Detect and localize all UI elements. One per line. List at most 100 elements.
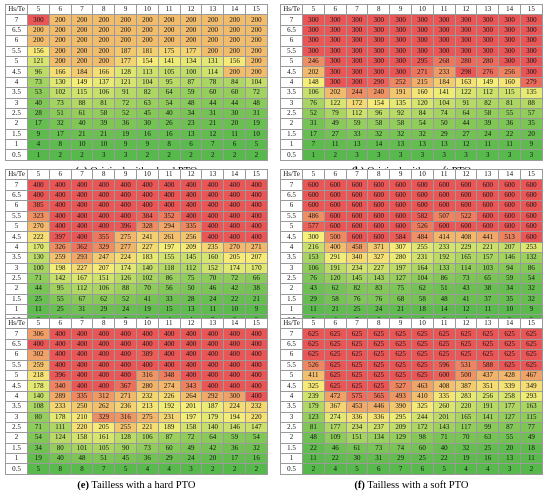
power-cell: 46 [201, 283, 225, 295]
power-cell: 10 [244, 128, 268, 141]
power-cell: 11 [27, 304, 50, 316]
period-header: 15 [519, 317, 543, 330]
power-cell: 175 [157, 45, 181, 57]
power-cell: 24 [367, 304, 391, 316]
power-cell: 157 [476, 252, 500, 264]
power-cell: 71 [27, 421, 50, 434]
power-cell: 49 [519, 432, 543, 444]
power-cell: 300 [519, 14, 543, 26]
power-cell: 240 [367, 87, 391, 99]
table-row: 6 302 400 400 400 400 389 400 400 400 400 400 [5, 349, 268, 361]
power-cell: 114 [201, 66, 225, 78]
power-cell: 600 [410, 179, 434, 191]
power-cell: 45 [135, 107, 159, 120]
power-cell: 410 [410, 390, 434, 403]
power-cell: 108 [27, 401, 50, 413]
period-header: 15 [244, 317, 268, 330]
power-cell: 400 [114, 338, 137, 351]
power-cell: 625 [432, 328, 456, 340]
power-cell: 133 [432, 262, 456, 274]
height-header: 2.5 [5, 107, 28, 120]
power-cell: 31 [70, 304, 94, 316]
power-cell: 177 [498, 401, 521, 413]
power-cell: 11 [302, 304, 325, 316]
power-cell: 147 [244, 421, 268, 434]
power-cell: 178 [48, 411, 72, 423]
power-cell: 400 [48, 200, 72, 212]
power-cell: 24 [179, 453, 203, 465]
power-cell: 400 [48, 189, 72, 202]
power-cell: 625 [476, 349, 500, 361]
panel-caption: (e) Tailless with a hard PTO [5, 480, 268, 491]
power-cell: 30 [135, 118, 159, 130]
table-row: 6.5 300 300 300 300 300 300 300 300 300 300 300 [280, 24, 543, 37]
power-cell: 300 [432, 14, 456, 26]
power-cell: 143 [367, 272, 391, 285]
power-cell: 46 [323, 442, 347, 455]
power-cell: 3 [345, 149, 369, 161]
power-cell: 625 [410, 359, 434, 371]
power-cell: 2 [201, 149, 225, 161]
height-header: 6.5 [5, 338, 28, 351]
power-cell: 600 [323, 220, 347, 233]
power-cell: 200 [244, 24, 268, 37]
power-cell: 32 [367, 128, 391, 141]
power-cell: 60 [157, 442, 181, 455]
power-cell: 3 [114, 149, 137, 161]
power-cell: 400 [92, 380, 116, 392]
power-cell: 11 [476, 304, 500, 316]
power-cell: 340 [345, 252, 369, 264]
power-cell: 72 [114, 97, 137, 109]
power-cell: 21 [70, 128, 94, 141]
power-cell: 600 [519, 220, 543, 233]
power-cell: 22 [323, 453, 347, 465]
power-cell: 625 [432, 338, 456, 351]
power-cell: 400 [114, 328, 137, 340]
power-cell: 22 [302, 442, 325, 455]
power-cell: 16 [476, 453, 500, 465]
height-header: 2 [280, 118, 303, 130]
power-cell: 256 [476, 390, 500, 403]
height-header: 6 [280, 35, 303, 47]
power-cell: 19 [114, 128, 137, 141]
power-cell: 600 [432, 200, 456, 212]
power-cell: 259 [48, 252, 72, 264]
table-row: 1.5 29 58 76 76 68 58 48 41 37 35 32 [280, 293, 543, 306]
power-cell: 600 [476, 200, 500, 212]
power-cell: 83 [367, 283, 391, 295]
power-cell: 400 [201, 231, 225, 243]
table-row: 1.5 25 55 67 62 52 41 33 28 24 22 21 [5, 293, 268, 306]
power-cell: 577 [302, 220, 325, 233]
power-cell: 200 [92, 14, 116, 26]
power-cell: 298 [454, 66, 478, 78]
power-cell: 58 [92, 107, 116, 120]
power-cell: 625 [389, 328, 412, 340]
table-row: 5 121 200 200 200 177 154 141 134 131 156 200 [5, 55, 268, 68]
power-cell: 99 [476, 421, 500, 434]
power-cell: 121 [27, 55, 50, 68]
power-cell: 226 [157, 390, 181, 403]
power-cell: 216 [302, 241, 325, 254]
panel-d: Hs/Te 5 6 7 8 9 10 11 12 13 14 15 7 600 600 600 600 600 60… [280, 168, 543, 342]
power-cell: 25 [410, 453, 434, 465]
power-cell: 300 [323, 66, 347, 78]
power-cell: 59 [345, 118, 369, 130]
power-cell: 279 [519, 76, 543, 89]
power-cell: 400 [323, 241, 347, 254]
power-cell: 115 [70, 87, 94, 99]
power-cell: 39 [92, 118, 116, 130]
power-cell: 54 [410, 118, 434, 130]
power-cell: 600 [519, 179, 543, 191]
period-header: 6 [48, 317, 72, 330]
power-cell: 600 [389, 189, 412, 202]
height-header: 1 [5, 139, 28, 151]
power-cell: 400 [70, 210, 94, 222]
table-row: 2.5 81 177 234 237 209 172 143 117 99 87 77 [280, 421, 543, 434]
power-cell: 300 [389, 35, 412, 47]
power-cell: 61 [70, 107, 94, 120]
power-cell: 200 [70, 14, 94, 26]
period-header: 14 [498, 3, 521, 16]
power-cell: 300 [519, 45, 543, 57]
table-row: 5.5 526 625 625 625 625 625 596 531 588 625 625 [280, 359, 543, 371]
height-header: 1 [5, 453, 28, 465]
